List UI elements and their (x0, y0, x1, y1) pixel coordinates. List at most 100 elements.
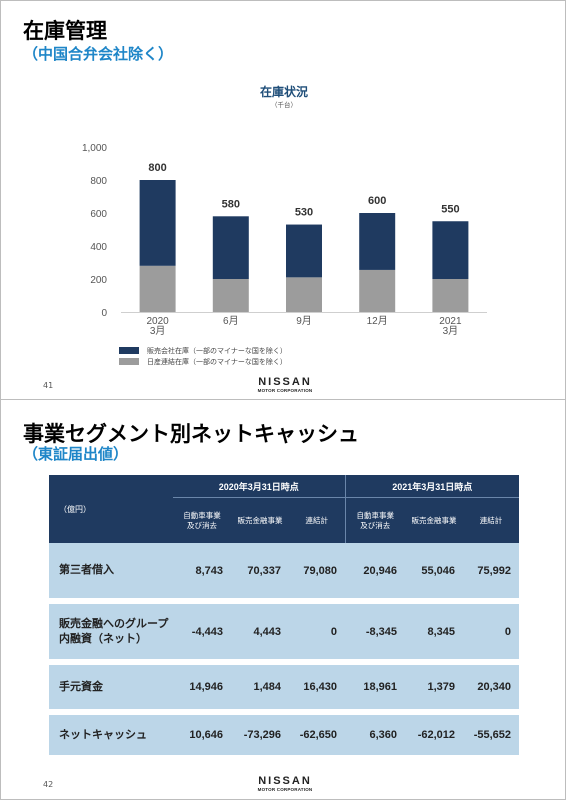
page-title: 在庫管理 (23, 19, 107, 43)
x-tick-label: 9月 (296, 315, 312, 327)
subheader-line: 連結計 (479, 515, 503, 525)
bar-consolidated-inventory (432, 279, 469, 312)
unit-label: （億円） (49, 475, 173, 543)
bar-dealer-inventory (139, 180, 176, 266)
y-tick-label: 400 (90, 242, 107, 253)
bar-consolidated-inventory (286, 277, 322, 312)
subheader-4: 販売金融事業 (405, 497, 464, 543)
legend-label-dealer: 販売会社在庫（一部のマイナーな国を除く） (147, 346, 287, 355)
page-subtitle: （中国合弁会社除く） (23, 45, 174, 63)
bar-consolidated-inventory (212, 279, 249, 312)
subheader-line: 連結計 (305, 515, 329, 525)
row-gap-cell (49, 598, 520, 604)
legend-label-consolidated: 日産連結在庫（一部のマイナーな国を除く） (147, 357, 287, 366)
subheader-5: 連結計 (463, 497, 520, 543)
net-cash-table: （億円） 2020年3月31日時点 2021年3月31日時点 自動車事業 及び消去… (49, 475, 520, 755)
table-cell: 18,961 (345, 665, 406, 709)
x-tick-label: 12月 (367, 315, 388, 327)
x-tick-label: 3月 (150, 325, 166, 337)
table-header-row: （億円） 2020年3月31日時点 2021年3月31日時点 (49, 475, 520, 543)
table-cell: -73,296 (231, 715, 289, 755)
row-label-line: 第三者借入 (59, 564, 114, 576)
period-header-2020: 2020年3月31日時点 (173, 475, 346, 498)
x-tick-label: 3月 (443, 325, 459, 337)
table-cell: -62,012 (405, 715, 464, 755)
chart-unit: （千台） (271, 101, 297, 109)
bar-consolidated-inventory (139, 265, 176, 312)
row-gap-cell (49, 659, 520, 665)
page-subtitle-2: （東証届出値） (23, 445, 129, 463)
subheader-1: 販売金融事業 (231, 497, 289, 543)
page-number: 41 (43, 381, 54, 390)
legend-item-consolidated: 日産連結在庫（一部のマイナーな国を除く） (119, 356, 287, 367)
subheader-line: 自動車事業 (183, 510, 221, 520)
x-tick-label: 6月 (223, 315, 239, 327)
subheader-0: 自動車事業 及び消去 (173, 497, 231, 543)
table-row: ネットキャッシュ 10,646 -73,296 -62,650 6,360 -62,012… (49, 715, 520, 755)
x-tick-label: 2020 (146, 316, 169, 327)
slide-net-cash: 事業セグメント別ネットキャッシュ （東証届出値） （億円） 2020年3月31日… (0, 400, 566, 800)
row-label: 第三者借入 (49, 543, 173, 598)
table-cell: 70,337 (231, 543, 289, 598)
table-cell: 6,360 (345, 715, 406, 755)
table-cell: 14,946 (173, 665, 231, 709)
page-number-2: 42 (43, 780, 54, 789)
legend-swatch-consolidated (119, 358, 139, 365)
chart-legend: 販売会社在庫（一部のマイナーな国を除く） 日産連結在庫（一部のマイナーな国を除く… (119, 345, 287, 367)
table-cell: -4,443 (173, 604, 231, 659)
table-cell: 55,046 (405, 543, 464, 598)
bar-consolidated-inventory (359, 269, 396, 312)
logo-subtext: MOTOR CORPORATION (257, 388, 313, 393)
table-cell: -8,345 (345, 604, 406, 659)
table-row: 販売金融へのグループ 内融資（ネット） -4,443 4,443 0 -8,345 8,34… (49, 604, 520, 659)
bar-total-label: 600 (368, 195, 386, 207)
row-label: 手元資金 (49, 665, 173, 709)
table-cell: 8,743 (173, 543, 231, 598)
subheader-line: 及び消去 (187, 520, 217, 530)
nissan-logo-2: NISSAN MOTOR CORPORATION (253, 776, 317, 793)
bar-total-label: 550 (441, 203, 459, 215)
table-cell: 1,379 (405, 665, 464, 709)
bar-total-label: 580 (222, 198, 240, 210)
table-cell: 75,992 (463, 543, 520, 598)
legend-swatch-dealer (119, 347, 139, 354)
x-tick-label: 2021 (439, 316, 462, 327)
table-cell: -62,650 (289, 715, 346, 755)
row-gap (49, 659, 520, 665)
bar-total-label: 530 (295, 207, 313, 219)
table-cell: 0 (289, 604, 346, 659)
subheader-line: 自動車事業 (356, 510, 395, 520)
row-label-line: ネットキャッシュ (59, 728, 147, 741)
row-gap-cell (49, 709, 520, 715)
subheader-2: 連結計 (289, 497, 346, 543)
row-label: 販売金融へのグループ 内融資（ネット） (49, 604, 173, 659)
table-cell: 1,484 (231, 665, 289, 709)
row-label-line: 手元資金 (59, 680, 103, 693)
table-cell: 4,443 (231, 604, 289, 659)
nissan-logo: NISSAN MOTOR CORPORATION (253, 377, 317, 394)
y-tick-label: 200 (90, 275, 107, 286)
subheader-line: 販売金融事業 (237, 515, 283, 525)
row-gap (49, 598, 520, 604)
chart-title: 在庫状況 (259, 85, 308, 99)
table-row: 第三者借入 8,743 70,337 79,080 20,946 55,046 75,992 (49, 543, 520, 598)
bar-dealer-inventory (432, 221, 469, 279)
table-cell: 79,080 (289, 543, 346, 598)
subheader-line: 及び消去 (360, 520, 391, 530)
subheader-3: 自動車事業 及び消去 (344, 497, 406, 543)
logo-text-2: NISSAN (258, 775, 312, 787)
slide-inventory: 在庫管理 （中国合弁会社除く） 在庫状況 （千台） 0 200 400 600 800 1… (0, 0, 566, 400)
table-cell: 8,345 (405, 604, 464, 659)
row-label: ネットキャッシュ (49, 715, 173, 755)
bar-total-label: 800 (148, 162, 166, 174)
table-cell: 0 (463, 604, 520, 659)
inventory-chart: 02004006008001,00080020203月5806月5309月600… (82, 143, 487, 337)
row-label-line: 販売金融へのグループ (59, 617, 169, 630)
row-label-line: 内融資（ネット） (59, 632, 147, 645)
table-subheader-row: 自動車事業 及び消去 販売金融事業 連結計 自動車事業 及び消去 販売金融事業 連結計 (49, 497, 520, 543)
bar-dealer-inventory (212, 216, 249, 279)
table-cell: 16,430 (289, 665, 346, 709)
page-title-2: 事業セグメント別ネットキャッシュ (23, 422, 359, 446)
table-row: 手元資金 14,946 1,484 16,430 18,961 1,379 20,340 (49, 665, 520, 709)
logo-subtext-2: MOTOR CORPORATION (257, 787, 313, 792)
